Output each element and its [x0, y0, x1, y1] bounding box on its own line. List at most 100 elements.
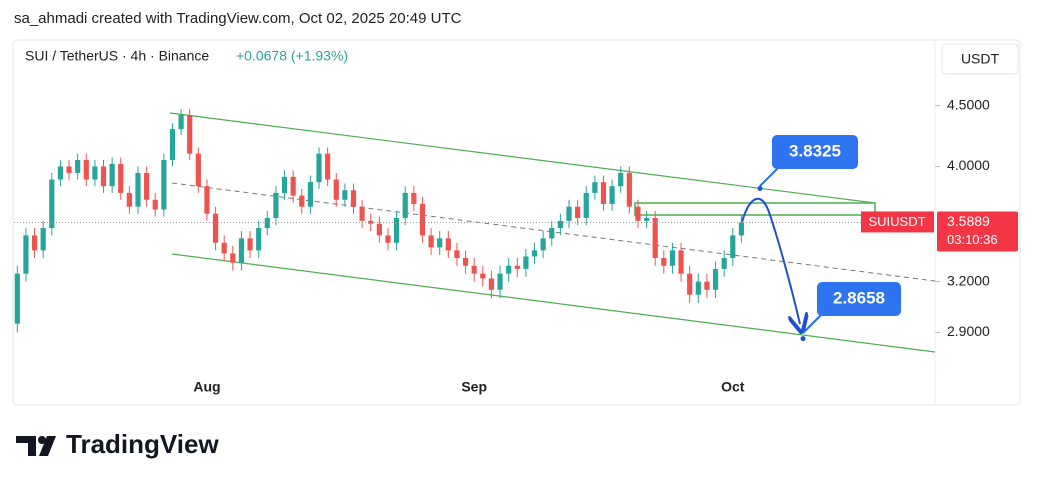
- candle-body: [394, 217, 400, 243]
- candle-body: [488, 278, 495, 290]
- candle-body: [152, 199, 158, 210]
- callout-label: 3.8325: [789, 141, 841, 160]
- brand-logo: TradingView: [16, 429, 219, 459]
- candle-body: [256, 228, 262, 251]
- candle-body: [204, 186, 210, 214]
- y-tick-label: 4.5000: [947, 96, 990, 112]
- candle-body: [592, 182, 598, 193]
- callout-label: 2.8658: [833, 288, 885, 307]
- x-tick-label: Sep: [461, 379, 487, 395]
- candle-body: [721, 258, 727, 269]
- candle-body: [333, 179, 339, 200]
- candle-body: [437, 238, 443, 248]
- candle-body: [506, 265, 512, 274]
- candle-body: [75, 160, 81, 173]
- candle-body: [359, 206, 365, 221]
- y-tick-label: 4.0000: [947, 157, 990, 173]
- symbol-tag-box: [861, 211, 934, 233]
- candle-body: [100, 166, 107, 187]
- candle-body: [169, 129, 176, 161]
- candle-body: [480, 273, 486, 279]
- candle-body: [264, 217, 270, 229]
- y-tick-label: 2.9000: [947, 323, 990, 339]
- callout-pointer: [759, 167, 779, 187]
- candle-body: [531, 250, 538, 257]
- candle-body: [178, 114, 184, 130]
- candle-body: [126, 192, 132, 207]
- candle-body: [195, 153, 201, 187]
- callout-point: [757, 186, 763, 192]
- candle-body: [135, 172, 141, 207]
- candle-body: [92, 166, 98, 180]
- candle-body: [652, 217, 658, 259]
- candle-body: [730, 235, 736, 259]
- candle-body: [428, 235, 434, 248]
- candle-body: [109, 163, 115, 187]
- candle-body: [66, 166, 72, 173]
- candle-body: [161, 160, 167, 210]
- candle-body: [23, 235, 29, 274]
- candle-body: [445, 238, 451, 251]
- candle-body: [566, 206, 572, 221]
- candle-body: [385, 235, 391, 243]
- candle-body: [712, 268, 719, 290]
- candle-body: [350, 190, 357, 207]
- candle-body: [6, 324, 11, 333]
- logo-mark: [38, 436, 46, 444]
- price-change: +0.0678 (+1.93%): [236, 48, 348, 64]
- logo-mark: [39, 436, 56, 456]
- candle-body: [704, 281, 710, 290]
- symbol-tag: SUIUSDT: [868, 214, 925, 229]
- candle-body: [609, 186, 615, 204]
- candle-body: [454, 250, 460, 259]
- candle-body: [31, 235, 38, 251]
- resistance-zone: [634, 202, 876, 216]
- candle-body: [221, 242, 227, 254]
- candle-body: [618, 172, 624, 187]
- candle-body: [83, 160, 89, 180]
- candle-body: [40, 228, 46, 251]
- candle-body: [600, 182, 607, 204]
- price-tag-box: [937, 211, 1018, 252]
- y-tick-label: 3.2000: [947, 272, 990, 288]
- logo-mark: [16, 436, 36, 456]
- callout-pointer: [802, 313, 823, 334]
- candle-body: [419, 203, 426, 236]
- candle-body: [299, 195, 305, 207]
- candle-body: [523, 256, 529, 269]
- candle-body: [462, 258, 469, 266]
- plot-area: [6, 109, 935, 353]
- candle-body: [471, 265, 477, 274]
- candle-body: [549, 228, 555, 239]
- candle-body: [411, 192, 417, 204]
- currency-button[interactable]: [941, 43, 1019, 75]
- x-tick-label: Oct: [721, 379, 745, 395]
- brand-name: TradingView: [66, 429, 219, 459]
- candle-body: [342, 190, 348, 200]
- candle-body: [118, 163, 124, 193]
- candle-body: [540, 238, 546, 251]
- candle-body: [497, 273, 503, 290]
- channel-mid: [171, 182, 935, 282]
- callout-point: [800, 336, 806, 342]
- candle-body: [376, 223, 382, 236]
- symbol-title: SUI / TetherUS · 4h · Binance: [25, 48, 209, 64]
- candle-body: [635, 206, 641, 221]
- price-axis: 4.5000 4.0000 3.2000 2.9000: [935, 96, 990, 339]
- candle-body: [626, 172, 632, 207]
- candle-body: [325, 153, 331, 180]
- candle-body: [230, 253, 236, 263]
- projection-arrow: [741, 197, 800, 324]
- candle-body: [187, 114, 193, 154]
- candle-body: [49, 179, 55, 229]
- chart-frame: [12, 39, 1021, 406]
- candle-body: [738, 222, 744, 236]
- channel-upper: [169, 112, 876, 204]
- candle-body: [661, 258, 667, 266]
- candle-body: [307, 182, 313, 207]
- candle-body: [678, 250, 684, 274]
- x-tick-label: Aug: [193, 379, 220, 395]
- candle-body: [290, 176, 296, 196]
